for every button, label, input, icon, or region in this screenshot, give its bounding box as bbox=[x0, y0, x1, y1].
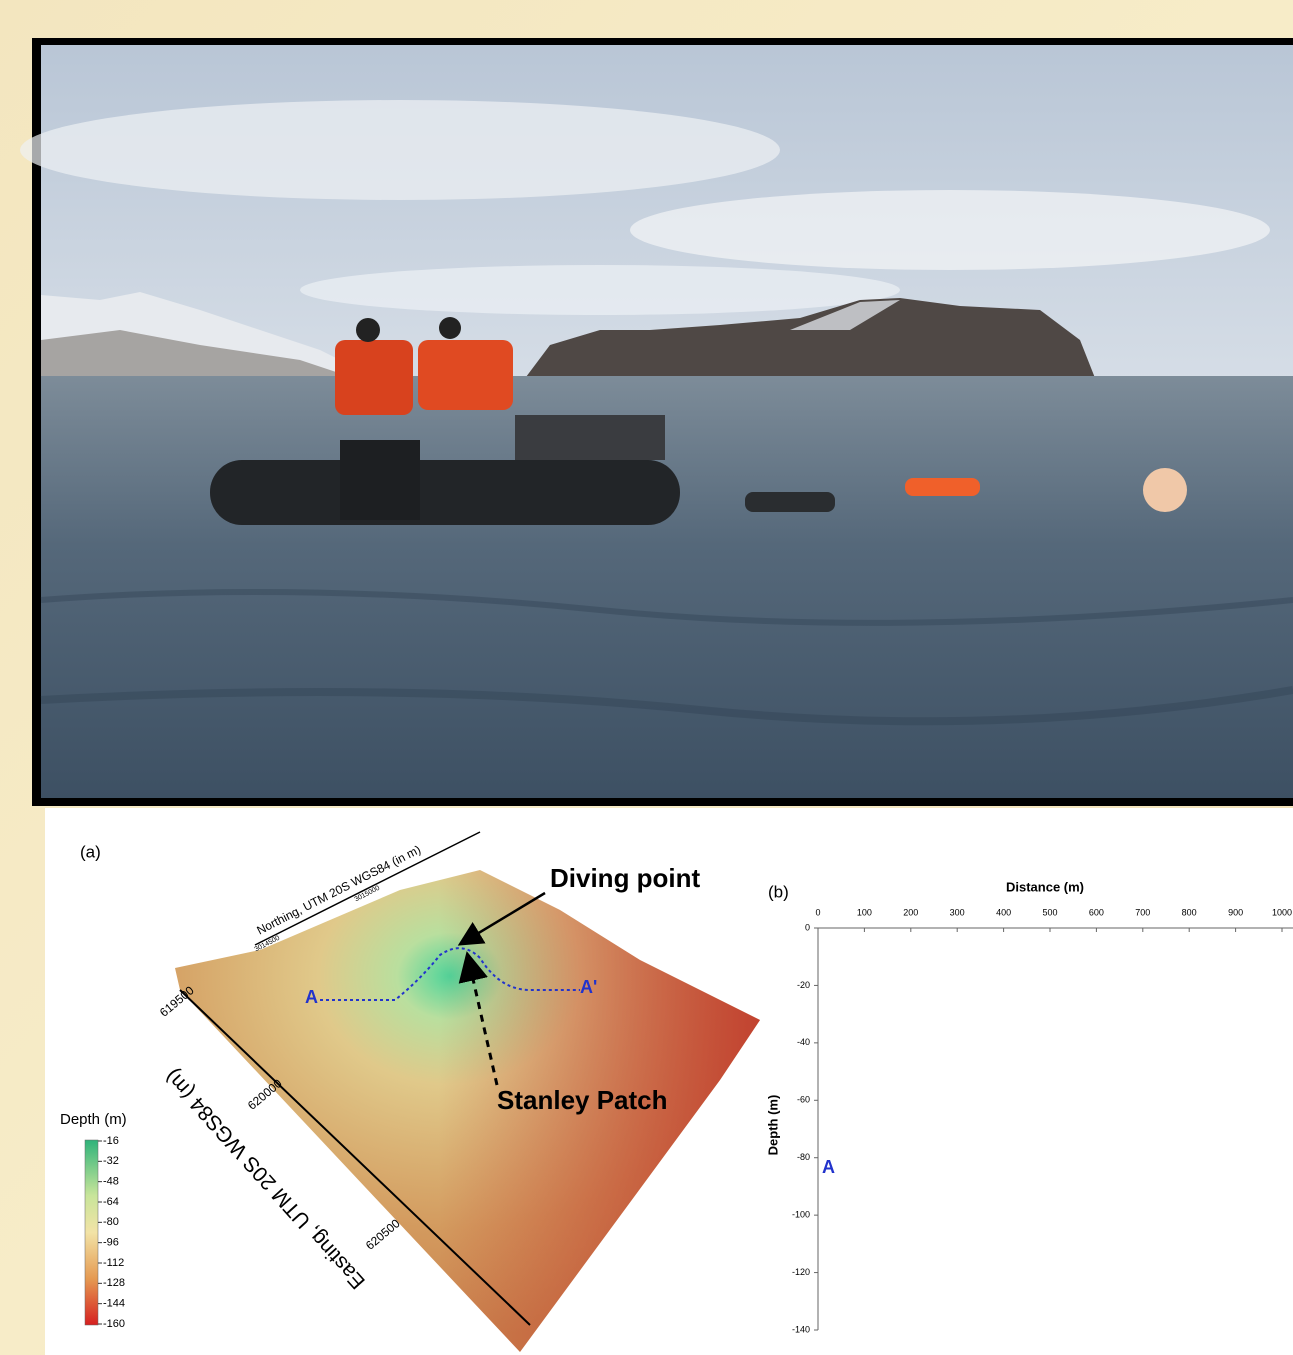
y-tick-label: -120 bbox=[792, 1267, 810, 1277]
photo bbox=[20, 38, 1293, 806]
y-tick-label: -80 bbox=[797, 1152, 810, 1162]
y-tick-label: 0 bbox=[805, 922, 810, 932]
x-axis-title: Distance (m) bbox=[1006, 879, 1084, 894]
x-tick-label: 1000 bbox=[1272, 907, 1292, 917]
x-tick-label: 0 bbox=[815, 907, 820, 917]
colorbar-tick-label: -96 bbox=[103, 1237, 119, 1249]
x-tick-label: 300 bbox=[950, 907, 965, 917]
page: {"panel_a": {"label": "(a)", "annotation… bbox=[0, 0, 1293, 1355]
colorbar-tick-label: -48 bbox=[103, 1176, 119, 1188]
profile-label: A' bbox=[580, 977, 597, 997]
colorbar-title: Depth (m) bbox=[60, 1111, 127, 1128]
x-tick-label: 100 bbox=[857, 907, 872, 917]
panel-label: (a) bbox=[80, 842, 101, 861]
panel-label: (b) bbox=[768, 882, 789, 901]
colorbar-tick-label: -80 bbox=[103, 1216, 119, 1228]
profile-annotation: A bbox=[822, 1157, 835, 1177]
figure: (a)Diving pointStanley PatchAA'Northing,… bbox=[0, 0, 1293, 1355]
y-tick-label: -140 bbox=[792, 1324, 810, 1334]
x-tick-label: 600 bbox=[1089, 907, 1104, 917]
y-axis-title: Depth (m) bbox=[765, 1095, 780, 1156]
y-tick-label: -60 bbox=[797, 1095, 810, 1105]
colorbar-tick-label: -64 bbox=[103, 1196, 119, 1208]
colorbar-tick-label: -160 bbox=[103, 1318, 125, 1330]
y-tick-label: -40 bbox=[797, 1037, 810, 1047]
colorbar-tick-label: -32 bbox=[103, 1155, 119, 1167]
y-tick-label: -20 bbox=[797, 980, 810, 990]
x-tick-label: 700 bbox=[1135, 907, 1150, 917]
annotation: Diving point bbox=[550, 863, 701, 893]
x-tick-label: 900 bbox=[1228, 907, 1243, 917]
profile-label: A bbox=[305, 987, 318, 1007]
x-tick-label: 800 bbox=[1182, 907, 1197, 917]
x-tick-label: 400 bbox=[996, 907, 1011, 917]
annotation: Stanley Patch bbox=[497, 1085, 668, 1115]
colorbar-tick-label: -128 bbox=[103, 1277, 125, 1289]
x-tick-label: 200 bbox=[903, 907, 918, 917]
colorbar-tick-label: -144 bbox=[103, 1298, 125, 1310]
colorbar-tick-label: -16 bbox=[103, 1135, 119, 1147]
y-tick-label: -100 bbox=[792, 1210, 810, 1220]
colorbar-tick-label: -112 bbox=[103, 1257, 124, 1269]
x-tick-label: 500 bbox=[1042, 907, 1057, 917]
